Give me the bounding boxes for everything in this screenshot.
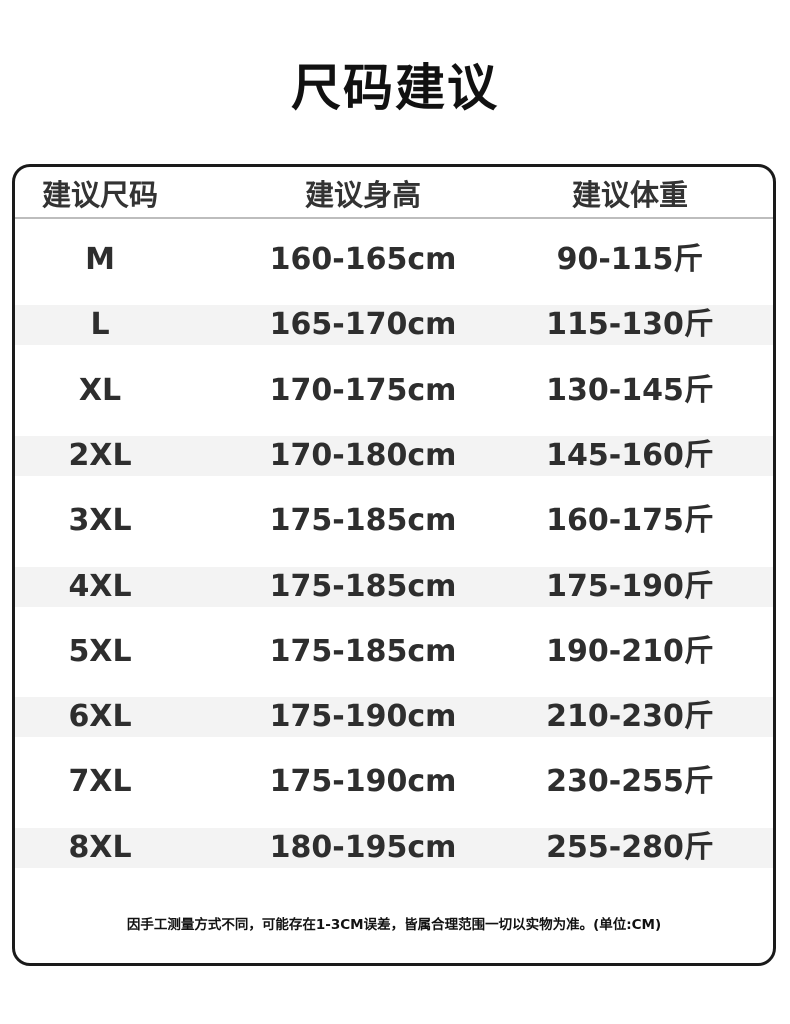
measurement-note: 因手工测量方式不同，可能存在1-3CM误差，皆属合理范围一切以实物为准。(单位:… bbox=[126, 917, 662, 933]
cell-size: 5XL bbox=[68, 633, 132, 669]
cell-height: 180-195cm bbox=[269, 829, 457, 865]
table-row: L 165-170cm 115-130斤 bbox=[15, 305, 773, 346]
table-row: 6XL 175-190cm 210-230斤 bbox=[15, 697, 773, 738]
cell-weight: 90-115斤 bbox=[556, 242, 704, 277]
header-height: 建议身高 bbox=[304, 178, 421, 212]
cell-weight: 145-160斤 bbox=[546, 437, 714, 473]
cell-size: 8XL bbox=[68, 829, 132, 865]
cell-height: 175-190cm bbox=[269, 699, 457, 735]
cell-weight: 255-280斤 bbox=[546, 829, 714, 865]
cell-size: XL bbox=[78, 372, 122, 408]
cell-weight: 160-175斤 bbox=[546, 503, 714, 539]
cell-size: 2XL bbox=[68, 437, 132, 473]
header-size: 建议尺码 bbox=[41, 178, 158, 212]
table-row: 5XL 175-185cm 190-210斤 bbox=[15, 632, 773, 672]
cell-weight: 115-130斤 bbox=[546, 307, 714, 343]
cell-weight: 175-190斤 bbox=[546, 568, 714, 604]
size-table: 建议尺码 建议身高 建议体重 M 160-165cm 90-115斤 L 165-170… bbox=[12, 164, 776, 966]
cell-height: 170-175cm bbox=[269, 372, 457, 408]
cell-height: 175-185cm bbox=[269, 568, 457, 604]
cell-weight: 190-210斤 bbox=[546, 633, 714, 669]
cell-size: 7XL bbox=[68, 764, 132, 800]
cell-height: 165-170cm bbox=[269, 307, 457, 343]
cell-weight: 130-145斤 bbox=[546, 372, 714, 408]
cell-height: 170-180cm bbox=[269, 437, 457, 473]
cell-height: 175-185cm bbox=[269, 503, 457, 539]
cell-size: 6XL bbox=[68, 699, 132, 735]
cell-weight: 230-255斤 bbox=[546, 764, 714, 800]
table-row: 8XL 180-195cm 255-280斤 bbox=[15, 827, 773, 868]
cell-size: L bbox=[90, 307, 110, 343]
cell-height: 175-190cm bbox=[269, 764, 457, 800]
table-row: 7XL 175-190cm 230-255斤 bbox=[15, 762, 773, 802]
cell-height: 175-185cm bbox=[269, 633, 457, 669]
page-title: 尺码建议 bbox=[291, 59, 499, 117]
table-row: XL 170-175cm 130-145斤 bbox=[15, 371, 773, 411]
table-row: 2XL 170-180cm 145-160斤 bbox=[15, 435, 773, 476]
cell-size: M bbox=[85, 242, 115, 277]
table-row: M 160-165cm 90-115斤 bbox=[15, 240, 773, 280]
cell-size: 4XL bbox=[68, 568, 132, 604]
table-header: 建议尺码 建议身高 建议体重 bbox=[15, 167, 773, 219]
header-weight: 建议体重 bbox=[571, 178, 688, 212]
table-row: 4XL 175-185cm 175-190斤 bbox=[15, 566, 773, 607]
cell-weight: 210-230斤 bbox=[546, 699, 714, 735]
cell-height: 160-165cm bbox=[269, 242, 457, 277]
table-row: 3XL 175-185cm 160-175斤 bbox=[15, 501, 773, 541]
cell-size: 3XL bbox=[68, 503, 132, 539]
